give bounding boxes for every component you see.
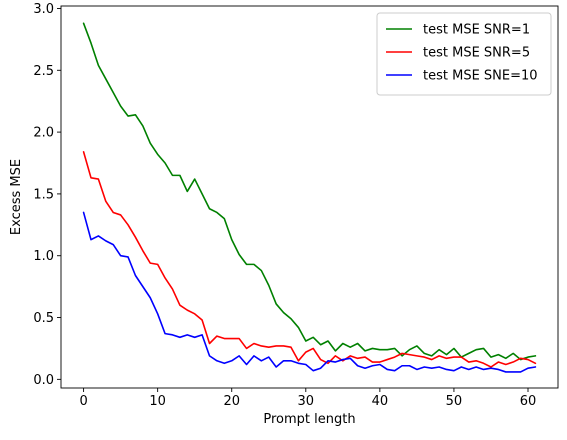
y-tick-label: 1.5 [33,187,54,202]
y-axis-ticks: 0.0 0.5 1.0 1.5 2.0 2.5 3.0 [33,2,61,388]
x-axis-ticks: 0 10 20 30 40 50 60 [79,388,536,409]
y-tick-label: 0.0 [33,373,54,388]
legend: test MSE SNR=1 test MSE SNR=5 test MSE SNE… [376,12,552,96]
y-tick-label: 2.0 [33,126,54,141]
x-tick-label: 40 [372,394,389,409]
y-tick-label: 2.5 [33,64,54,79]
x-tick-label: 60 [520,394,537,409]
y-axis-label: Excess MSE [9,159,24,235]
legend-label-3: test MSE SNE=10 [423,69,538,84]
y-tick-label: 1.0 [33,249,54,264]
x-tick-label: 10 [149,394,166,409]
plot-frame [60,5,559,389]
series-layer [82,22,537,373]
x-axis-label: Prompt length [263,412,355,427]
x-tick-label: 50 [446,394,463,409]
x-tick-label: 30 [298,394,315,409]
legend-label-1: test MSE SNR=1 [423,23,530,38]
y-tick-label: 3.0 [33,2,54,17]
series-line-1 [82,22,537,361]
y-tick-label: 0.5 [33,311,54,326]
series-line-2 [82,151,537,368]
series-line-3 [82,211,537,373]
x-tick-label: 20 [223,394,240,409]
legend-box [376,12,552,96]
legend-label-2: test MSE SNR=5 [423,46,530,61]
x-tick-label: 0 [79,394,87,409]
